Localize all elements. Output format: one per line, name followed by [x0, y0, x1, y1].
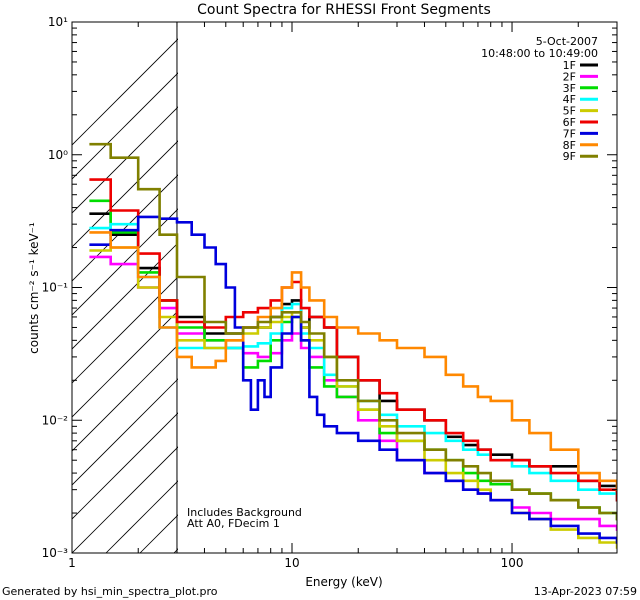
- series-line-6F: [89, 178, 617, 502]
- x-axis-label: Energy (keV): [305, 575, 382, 589]
- legend-label-9F: 9F: [563, 150, 576, 163]
- observation-time-range: 10:48:00 to 10:49:00: [481, 47, 598, 60]
- series-line-3F: [89, 199, 617, 521]
- hatch-line: [72, 412, 178, 520]
- series-line-4F: [89, 222, 617, 502]
- series-line-9F: [89, 142, 617, 521]
- series-line-2F: [89, 255, 617, 531]
- y-tick-label: 10⁰: [48, 148, 68, 162]
- x-tick-label: 10: [284, 556, 299, 570]
- series-line-8F: [89, 231, 617, 491]
- hatch-line: [72, 378, 178, 486]
- legend-label-5F: 5F: [563, 105, 576, 118]
- series-group: [89, 142, 617, 549]
- axis-ticks: 1 10 100 10¹ 10⁰ 10⁻¹ 10⁻² 10⁻³: [42, 15, 618, 570]
- y-axis-label: counts cm⁻² s⁻¹ keV⁻¹: [27, 222, 41, 354]
- legend-label-6F: 6F: [563, 116, 576, 129]
- legend-label-1F: 1F: [563, 59, 576, 72]
- y-tick-label: 10⁻¹: [42, 281, 69, 295]
- hatch-line: [72, 106, 178, 214]
- hatch-line: [72, 208, 178, 316]
- hatch-line: [72, 38, 178, 146]
- y-tick-label: 10⁻²: [42, 413, 69, 427]
- observation-date: 5-Oct-2007: [536, 35, 598, 48]
- hatch-line: [72, 242, 178, 350]
- legend-label-3F: 3F: [563, 82, 576, 95]
- excluded-energy-hatch: [72, 22, 640, 553]
- chart-title: Count Spectra for RHESSI Front Segments: [197, 2, 491, 18]
- footer-timestamp: 13-Apr-2023 07:59: [534, 585, 637, 598]
- hatch-line: [616, 22, 640, 553]
- x-tick-label: 1: [68, 556, 76, 570]
- annotation-background: Includes Background: [187, 506, 302, 519]
- x-tick-label: 100: [501, 556, 524, 570]
- hatch-line: [72, 276, 178, 384]
- hatch-line: [72, 72, 178, 180]
- legend-label-7F: 7F: [563, 127, 576, 140]
- series-line-7F: [89, 215, 617, 544]
- annotation-attenuator: Att A0, FDecim 1: [187, 517, 280, 530]
- hatch-line: [72, 446, 178, 553]
- legend-label-4F: 4F: [563, 93, 576, 106]
- y-tick-label: 10⁻³: [42, 546, 69, 560]
- legend-label-8F: 8F: [563, 139, 576, 152]
- y-tick-label: 10¹: [48, 15, 68, 29]
- legend-label-2F: 2F: [563, 70, 576, 83]
- footer-generated-by: Generated by hsi_min_spectra_plot.pro: [2, 585, 218, 598]
